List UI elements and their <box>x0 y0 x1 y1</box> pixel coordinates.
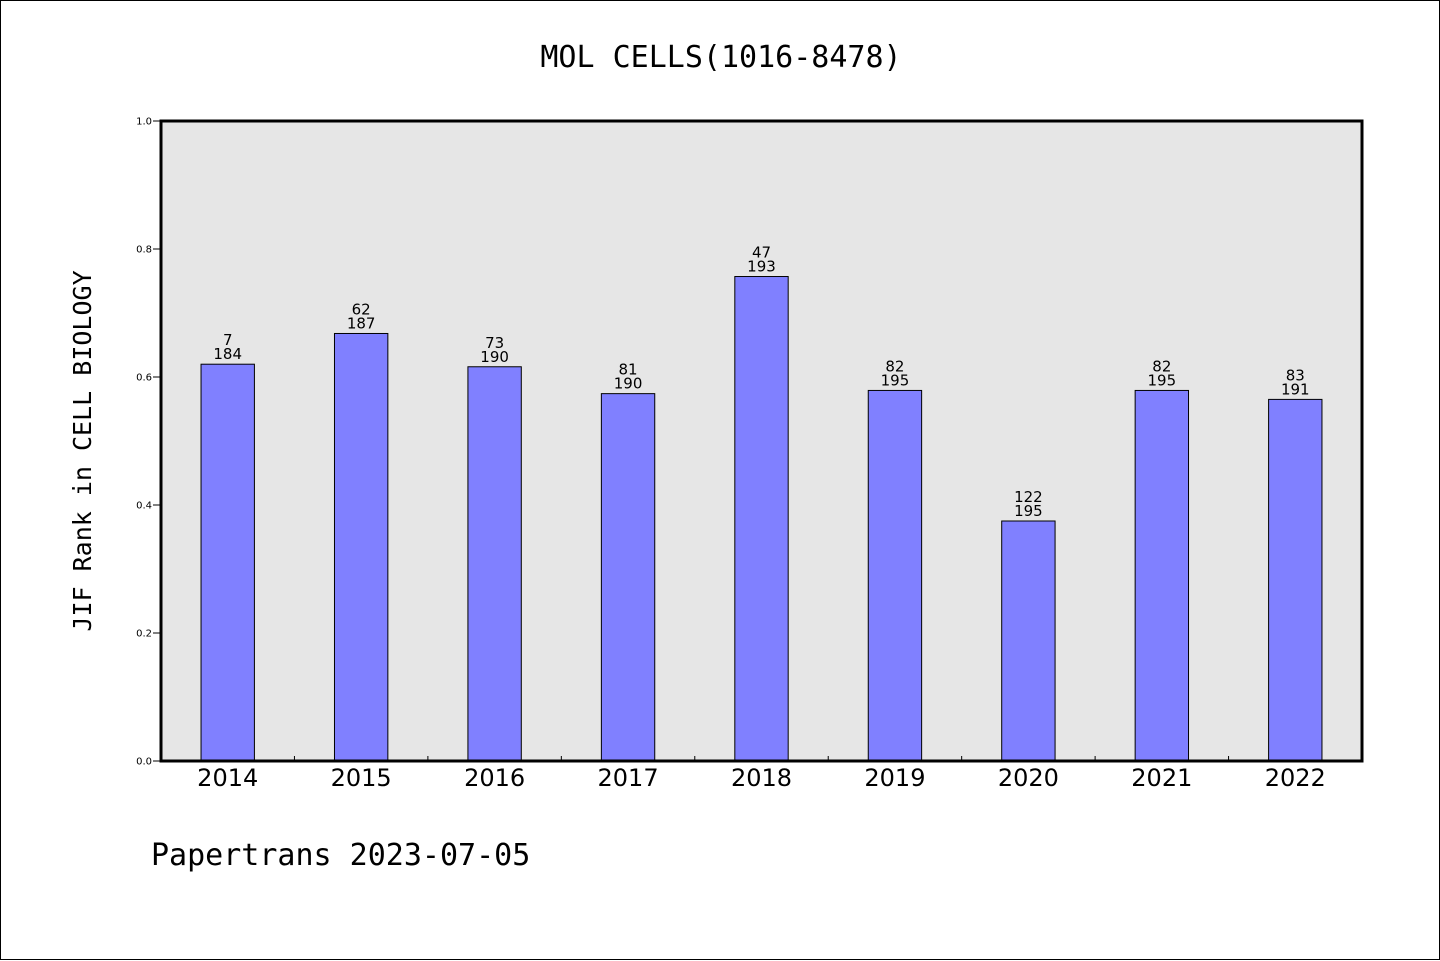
plot-area: 0.00.20.40.60.81.07184201462187201573190… <box>136 117 1364 792</box>
bar-label-total: 193 <box>747 258 776 276</box>
y-axis-label: JIF Rank in CELL BIOLOGY <box>68 270 97 631</box>
y-tick-label: 0.8 <box>136 245 152 256</box>
bar-label-total: 184 <box>213 345 242 363</box>
x-tick-label: 2022 <box>1265 764 1326 792</box>
bar-label-rank: 122 <box>1014 488 1043 506</box>
y-tick-label: 0.6 <box>136 373 152 384</box>
bar-label-total: 187 <box>347 314 376 332</box>
x-tick-label: 2014 <box>197 764 258 792</box>
x-tick-label: 2018 <box>731 764 792 792</box>
x-tick-label: 2016 <box>464 764 525 792</box>
bar-label-rank: 82 <box>1152 357 1171 375</box>
bar-label-total: 195 <box>881 371 910 389</box>
bar-label-rank: 62 <box>352 300 371 318</box>
bar-label-total: 195 <box>1148 371 1177 389</box>
y-tick-label: 0.0 <box>136 757 152 768</box>
bar <box>600 393 656 762</box>
footer-source-date: Papertrans 2023-07-05 <box>151 838 530 873</box>
bar-label-rank: 73 <box>485 334 504 352</box>
y-tick-label: 0.4 <box>136 501 152 512</box>
bar <box>1268 398 1323 762</box>
x-tick-label: 2019 <box>864 764 925 792</box>
bar-label-rank: 47 <box>752 244 771 262</box>
bar-label-total: 191 <box>1281 380 1310 398</box>
bar <box>200 363 255 762</box>
bar-label-total: 195 <box>1014 502 1043 520</box>
y-tick-label: 1.0 <box>136 117 152 128</box>
bar <box>1134 389 1190 762</box>
bar-label-rank: 83 <box>1286 366 1305 384</box>
bar <box>867 389 923 762</box>
x-tick-label: 2015 <box>331 764 392 792</box>
bar <box>1001 520 1056 762</box>
bar-label-total: 190 <box>480 348 509 366</box>
plot-border <box>159 119 1364 763</box>
bar-label-rank: 81 <box>619 361 638 379</box>
x-tick-label: 2017 <box>598 764 659 792</box>
bar-label-rank: 82 <box>885 357 904 375</box>
bar-label-total: 190 <box>614 375 643 393</box>
bar-label-rank: 7 <box>223 331 233 349</box>
bar <box>734 276 789 762</box>
chart-title: MOL CELLS(1016-8478) <box>540 40 901 75</box>
y-tick-label: 0.2 <box>136 629 152 640</box>
bar <box>333 332 389 762</box>
x-tick-label: 2021 <box>1131 764 1192 792</box>
x-tick-label: 2020 <box>998 764 1059 792</box>
bar <box>467 366 522 762</box>
